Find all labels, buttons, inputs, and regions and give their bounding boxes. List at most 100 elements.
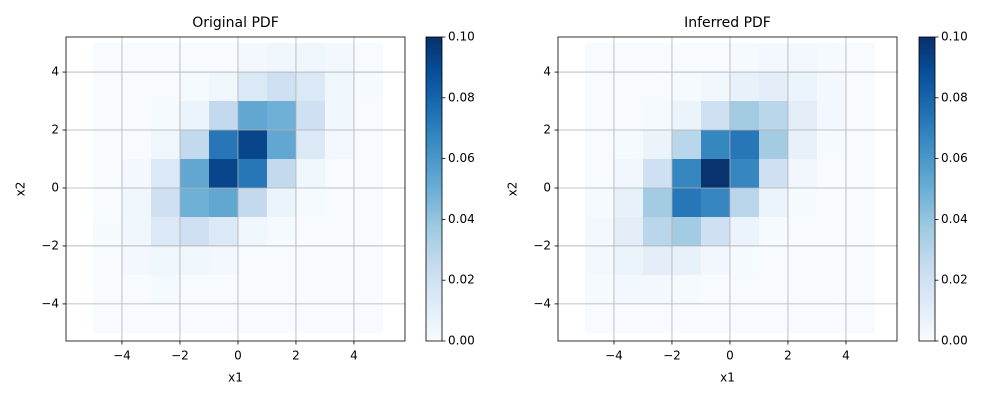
heatmap-cell bbox=[729, 187, 759, 217]
y-tick-label: 0 bbox=[51, 180, 59, 194]
heatmap-cell bbox=[700, 159, 730, 188]
heatmap-cell bbox=[266, 245, 296, 275]
heatmap-cell bbox=[729, 159, 759, 188]
colorbar-tick-label: 0.00 bbox=[941, 334, 968, 348]
y-tick-label: 4 bbox=[543, 65, 551, 79]
heatmap-cell bbox=[353, 130, 383, 160]
heatmap-cell bbox=[700, 43, 730, 73]
heatmap-cell bbox=[295, 303, 325, 333]
heatmap-cell bbox=[266, 101, 296, 131]
heatmap-cell bbox=[295, 72, 325, 102]
heatmap-cell bbox=[179, 216, 209, 246]
heatmap-cell bbox=[353, 274, 383, 304]
heatmap-cell bbox=[642, 187, 672, 217]
heatmap-cell bbox=[613, 43, 643, 73]
heatmap-cell bbox=[237, 303, 267, 333]
heatmap-cell bbox=[266, 159, 296, 188]
heatmap-cell bbox=[642, 130, 672, 160]
heatmap-cell bbox=[266, 187, 296, 217]
heatmap-cell bbox=[121, 43, 151, 73]
heatmap-cell bbox=[179, 187, 209, 217]
heatmap-cell bbox=[816, 43, 846, 73]
heatmap-cell bbox=[845, 216, 875, 246]
heatmap-cell bbox=[150, 101, 180, 131]
heatmap-cell bbox=[208, 159, 238, 188]
heatmap-cell bbox=[266, 43, 296, 73]
heatmap-cell bbox=[758, 43, 788, 73]
heatmap-cell bbox=[787, 187, 817, 217]
heatmap-cell bbox=[150, 72, 180, 102]
colorbar-tick-label: 0.02 bbox=[941, 273, 968, 287]
heatmap-cell bbox=[353, 187, 383, 217]
x-tick-label: 4 bbox=[350, 349, 358, 363]
heatmap-cell bbox=[642, 101, 672, 131]
heatmap-cell bbox=[816, 101, 846, 131]
heatmap-cell bbox=[816, 72, 846, 102]
heatmap-cell bbox=[150, 43, 180, 73]
heatmap-cell bbox=[787, 72, 817, 102]
heatmap-cell bbox=[613, 216, 643, 246]
heatmap-cell bbox=[671, 101, 701, 131]
heatmap-cell bbox=[613, 101, 643, 131]
heatmap-cell bbox=[613, 159, 643, 188]
heatmap-cell bbox=[671, 187, 701, 217]
heatmap-cell bbox=[700, 130, 730, 160]
x-tick-label: 2 bbox=[784, 349, 792, 363]
heatmap-cell bbox=[92, 187, 122, 217]
heatmap-cell bbox=[237, 130, 267, 160]
heatmap-cell bbox=[584, 101, 614, 131]
heatmap-cell bbox=[121, 303, 151, 333]
heatmap-cell bbox=[787, 43, 817, 73]
heatmap-cell bbox=[787, 303, 817, 333]
heatmap-cell bbox=[324, 187, 354, 217]
heatmap-cell bbox=[266, 216, 296, 246]
heatmap-cell bbox=[671, 245, 701, 275]
y-tick-label: 0 bbox=[543, 180, 551, 194]
y-tick-label: −4 bbox=[41, 296, 59, 310]
heatmap-cell bbox=[324, 303, 354, 333]
heatmap-cell bbox=[121, 130, 151, 160]
colorbar-tick-label: 0.08 bbox=[448, 90, 475, 104]
heatmap-cell bbox=[584, 159, 614, 188]
heatmap-cell bbox=[758, 159, 788, 188]
heatmap-cell bbox=[266, 72, 296, 102]
heatmap-cell bbox=[353, 43, 383, 73]
heatmap-cell bbox=[121, 187, 151, 217]
heatmap-cell bbox=[816, 216, 846, 246]
chart-title: Original PDF bbox=[192, 15, 279, 31]
heatmap-cell bbox=[671, 130, 701, 160]
heatmap-cell bbox=[150, 274, 180, 304]
heatmap-cell bbox=[150, 130, 180, 160]
heatmap-cell bbox=[671, 159, 701, 188]
heatmap-cell bbox=[295, 216, 325, 246]
heatmap-cell bbox=[642, 216, 672, 246]
heatmap-cell bbox=[584, 303, 614, 333]
heatmap-cell bbox=[845, 159, 875, 188]
x-axis-label: x1 bbox=[720, 371, 735, 385]
heatmap-cell bbox=[150, 159, 180, 188]
heatmap-cell bbox=[845, 245, 875, 275]
heatmap-cell bbox=[92, 303, 122, 333]
heatmap-cell bbox=[816, 303, 846, 333]
heatmap-cell bbox=[729, 43, 759, 73]
heatmap-cell bbox=[92, 216, 122, 246]
heatmap-cell bbox=[584, 72, 614, 102]
heatmap-cell bbox=[295, 274, 325, 304]
heatmap-cell bbox=[816, 130, 846, 160]
heatmap-cell bbox=[237, 159, 267, 188]
heatmap-cell bbox=[92, 43, 122, 73]
heatmap-cell bbox=[845, 43, 875, 73]
heatmap-cell bbox=[700, 303, 730, 333]
heatmap-cell bbox=[845, 72, 875, 102]
heatmap-cell bbox=[179, 43, 209, 73]
colorbar-tick-label: 0.02 bbox=[448, 273, 475, 287]
colorbar-tick-label: 0.10 bbox=[941, 30, 968, 44]
heatmap-cell bbox=[758, 216, 788, 246]
heatmap-cell bbox=[353, 216, 383, 246]
heatmap-cell bbox=[700, 101, 730, 131]
heatmap-cell bbox=[729, 72, 759, 102]
heatmap-cell bbox=[845, 101, 875, 131]
heatmap-cell bbox=[324, 159, 354, 188]
heatmap-cell bbox=[671, 216, 701, 246]
y-tick-label: 2 bbox=[51, 123, 59, 137]
